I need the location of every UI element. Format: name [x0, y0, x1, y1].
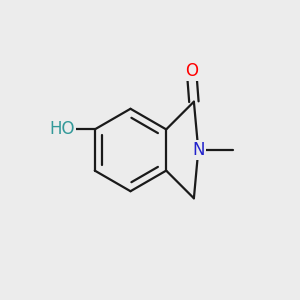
Text: N: N — [192, 141, 205, 159]
Text: O: O — [185, 62, 198, 80]
Text: HO: HO — [49, 120, 75, 138]
